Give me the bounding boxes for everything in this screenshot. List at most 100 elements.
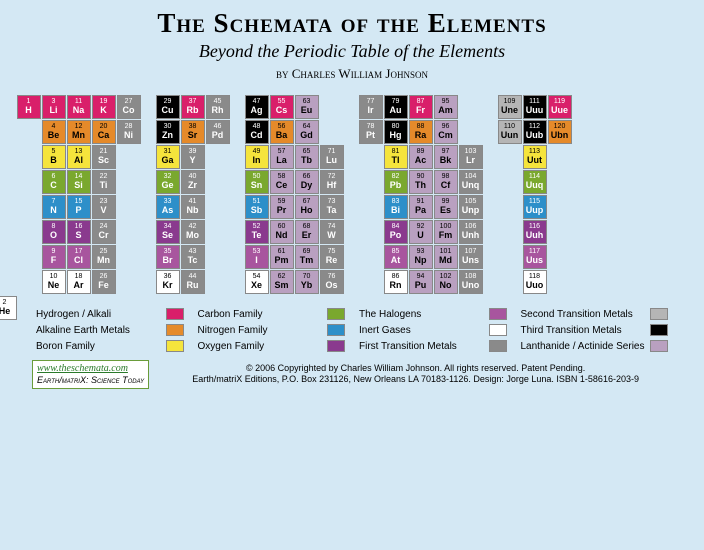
element-cell: 86Rn (384, 270, 408, 294)
legend-item: Alkaline Earth Metals (36, 324, 184, 336)
legend-label: Nitrogen Family (198, 325, 268, 336)
legend-label: The Halogens (359, 309, 421, 320)
element-cell: 53I (245, 245, 269, 269)
element-cell: 120Ubn (548, 120, 572, 144)
element-cell: 45Rh (206, 95, 230, 119)
element-cell: 48Cd (245, 120, 269, 144)
element-cell: 33As (156, 195, 180, 219)
element-row: 83Bi91Pa99Es105Unp (358, 194, 483, 219)
element-row: 113Uut (497, 144, 572, 169)
legend-item: Second Transition Metals (521, 308, 669, 320)
element-cell: 74W (320, 220, 344, 244)
page-title: The Schemata of the Elements (12, 8, 692, 39)
element-cell: 42Mo (181, 220, 205, 244)
legend-swatch (650, 324, 668, 336)
element-cell: 43Tc (181, 245, 205, 269)
element-cell: 81Tl (384, 145, 408, 169)
legend-swatch (489, 308, 507, 320)
legend-item: The Halogens (359, 308, 507, 320)
legend-item: Third Transition Metals (521, 324, 669, 336)
element-row: 32Ge40Zr (155, 169, 230, 194)
legend: Hydrogen / Alkali Carbon Family The Haloge… (12, 308, 692, 352)
element-cell: 88Ra (409, 120, 433, 144)
element-cell: 114Uuq (523, 170, 547, 194)
element-row: 48Cd56Ba64Gd (244, 119, 344, 144)
legend-label: Hydrogen / Alkali (36, 309, 111, 320)
element-row: 53I61Pm69Tm75Re (244, 244, 344, 269)
element-cell: 12Mn (67, 120, 91, 144)
element-row: 47Ag55Cs63Eu (244, 94, 344, 119)
element-cell: 83Bi (384, 195, 408, 219)
element-cell: 15P (67, 195, 91, 219)
element-row: 49In57La65Tb71Lu (244, 144, 344, 169)
element-cell: 31Ga (156, 145, 180, 169)
element-cell: 36Kr (156, 270, 180, 294)
element-cell: 77Ir (359, 95, 383, 119)
footer: www.theschemata.com Earth/matriX: Scienc… (12, 360, 692, 389)
element-cell: 94Pu (409, 270, 433, 294)
element-cell: 11Na (67, 95, 91, 119)
element-cell: 116Uuh (523, 220, 547, 244)
element-cell: 78Pt (359, 120, 383, 144)
element-cell: 110Uun (498, 120, 522, 144)
element-row: 30Zn38Sr46Pd (155, 119, 230, 144)
element-cell: 17Cl (67, 245, 91, 269)
element-row: 4Be12Mn20Ca28Ni (16, 119, 141, 144)
element-row: 8O16S24Cr (16, 219, 141, 244)
element-cell: 9F (42, 245, 66, 269)
element-cell: 39Y (181, 145, 205, 169)
element-block: 47Ag55Cs63Eu48Cd56Ba64Gd49In57La65Tb71Lu… (244, 94, 344, 294)
element-cell: 24Cr (92, 220, 116, 244)
element-cell: 4Be (42, 120, 66, 144)
element-cell: 80Hg (384, 120, 408, 144)
element-cell: 1H (17, 95, 41, 119)
element-cell: 95Am (434, 95, 458, 119)
element-row: 35Br43Tc (155, 244, 230, 269)
element-cell: 50Sn (245, 170, 269, 194)
element-row: 117Uus (497, 244, 572, 269)
legend-swatch (650, 340, 668, 352)
address-line: Earth/matriX Editions, P.O. Box 231126, … (159, 374, 672, 386)
element-cell: 70Yb (295, 270, 319, 294)
element-row: 116Uuh (497, 219, 572, 244)
element-cell: 102No (434, 270, 458, 294)
element-row: 77Ir79Au87Fr95Am (358, 94, 483, 119)
legend-swatch (650, 308, 668, 320)
element-cell: 66Dy (295, 170, 319, 194)
element-cell: 105Unp (459, 195, 483, 219)
element-cell: 6C (42, 170, 66, 194)
element-block: 29Cu37Rb45Rh30Zn38Sr46Pd31Ga39Y32Ge40Zr3… (155, 94, 230, 294)
element-cell: 85At (384, 245, 408, 269)
element-row: 34Se42Mo (155, 219, 230, 244)
element-cell: 91Pa (409, 195, 433, 219)
legend-item: Inert Gases (359, 324, 507, 336)
legend-item: Carbon Family (198, 308, 346, 320)
element-cell: 60Nd (270, 220, 294, 244)
element-cell: 61Pm (270, 245, 294, 269)
element-cell: 63Eu (295, 95, 319, 119)
legend-swatch (166, 324, 184, 336)
element-row: 9F17Cl25Mn (16, 244, 141, 269)
element-cell: 10Ne (42, 270, 66, 294)
element-row: 5B13Al21Sc (16, 144, 141, 169)
page-subtitle: Beyond the Periodic Table of the Element… (12, 41, 692, 62)
element-cell: 119Uue (548, 95, 572, 119)
element-row: 109Une111Uuu119Uue (497, 94, 572, 119)
element-cell: 111Uuu (523, 95, 547, 119)
legend-item: Oxygen Family (198, 340, 346, 352)
element-row: 31Ga39Y (155, 144, 230, 169)
element-row: 84Po92U100Fm106Unh (358, 219, 483, 244)
element-cell: 18Ar (67, 270, 91, 294)
element-cell: 104Unq (459, 170, 483, 194)
footer-url[interactable]: www.theschemata.com (37, 363, 144, 375)
element-cell: 27Co (117, 95, 141, 119)
element-cell: 97Bk (434, 145, 458, 169)
element-cell: 82Pb (384, 170, 408, 194)
element-row: 52Te60Nd68Er74W (244, 219, 344, 244)
element-cell: 35Br (156, 245, 180, 269)
element-cell: 5B (42, 145, 66, 169)
footer-logo: www.theschemata.com Earth/matriX: Scienc… (32, 360, 149, 389)
element-grid: 2He 1H3Li11Na19K27Co4Be12Mn20Ca28Ni5B13A… (12, 94, 692, 294)
element-cell: 28Ni (117, 120, 141, 144)
element-row: 82Pb90Th98Cf104Unq (358, 169, 483, 194)
